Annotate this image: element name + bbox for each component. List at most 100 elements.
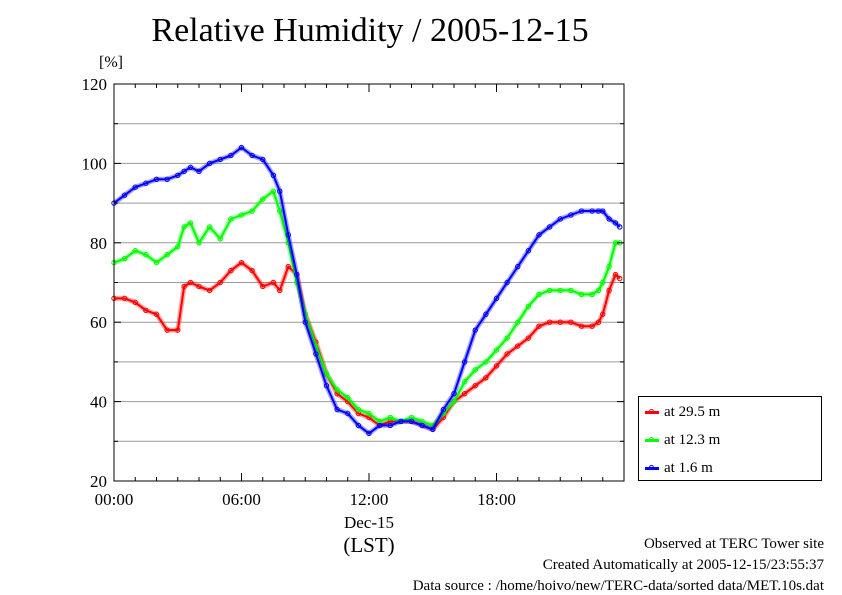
legend-swatch-red [645,408,659,414]
data-point [600,208,606,214]
data-point [387,422,393,429]
footer-created: Created Automatically at 2005-12-15/23:5… [542,557,824,573]
data-point [525,335,532,341]
data-point [568,287,574,294]
data-point [121,255,128,262]
series-line-1 [113,190,620,427]
data-point [472,327,478,333]
label-layer: 20 40 60 80 100 120 00:00 06:00 12:00 18:00 Dec-15… [82,75,516,557]
data-point [345,394,351,401]
data-point [578,208,585,214]
data-point [493,295,500,302]
data-point [121,192,128,198]
data-point [606,216,612,222]
data-point [285,232,291,238]
x-tick-label: 18:00 [477,490,516,509]
data-point [612,271,619,278]
data-point [515,343,521,349]
data-point [355,406,362,413]
series-band-1 [113,188,620,428]
data-point [600,279,606,286]
data-point [493,347,500,353]
data-point [355,422,362,429]
x-tick-label: 06:00 [222,490,261,509]
data-point [153,311,160,317]
data-point [175,172,181,179]
data-point [206,224,213,230]
data-point [217,236,223,242]
series-band-0 [114,260,622,432]
data-point [249,208,255,214]
data-point [181,168,187,175]
data-point [546,319,553,325]
data-point [238,212,245,218]
data-point [277,188,283,194]
data-point [536,232,542,238]
data-point [334,386,340,393]
data-point [606,287,612,294]
data-point [589,291,595,298]
data-point [617,275,623,282]
data-point [132,248,138,254]
data-point [472,383,478,389]
data-point [483,359,489,365]
data-point [323,371,330,377]
data-point [430,426,436,433]
data-point [589,208,595,214]
data-point [302,319,308,325]
data-point [238,259,245,266]
y-tick-label: 20 [90,472,107,491]
series-line-0 [114,261,621,431]
data-point [277,208,283,214]
legend-swatch-blue [645,464,659,470]
data-point [187,164,194,171]
data-point [557,287,563,294]
footer-observed: Observed at TERC Tower site [643,536,824,552]
x-tick-label: 00:00 [95,490,134,509]
data-point [451,398,457,405]
data-point [132,184,138,190]
y-axis-unit-label: [%] [99,54,123,71]
data-point [175,244,181,250]
data-point [153,176,160,182]
data-point [536,291,542,298]
series-layer [111,144,623,437]
data-point [472,367,478,373]
y-tick-label: 120 [82,75,108,94]
data-point [595,287,602,294]
data-point [270,172,277,179]
data-point [398,418,404,425]
data-point [285,263,291,270]
data-point [294,271,300,278]
data-point [196,240,202,246]
data-point [546,224,553,230]
data-point [143,307,149,313]
data-point [164,327,170,333]
data-point [153,259,160,266]
data-point [345,410,351,417]
data-point [249,152,255,159]
data-point [568,212,574,218]
data-point [451,390,457,397]
x-axis-label: (LST) [343,533,394,557]
chart-title: Relative Humidity / 2005-12-15 [151,12,589,49]
data-point [483,375,489,381]
data-point [525,303,532,310]
data-point [515,319,521,325]
data-point [387,414,393,421]
data-point [461,390,468,397]
data-point [323,383,330,389]
legend-label: at 1.6 m [664,459,713,476]
data-point [196,283,202,290]
tick-layer [113,83,625,482]
data-point [260,196,266,202]
data-point [175,327,181,333]
data-point [600,311,606,317]
data-point [589,323,595,329]
data-point [578,323,585,329]
data-point [408,418,415,425]
data-point [525,248,532,254]
data-point [217,156,223,163]
legend-swatch-green [645,436,659,442]
